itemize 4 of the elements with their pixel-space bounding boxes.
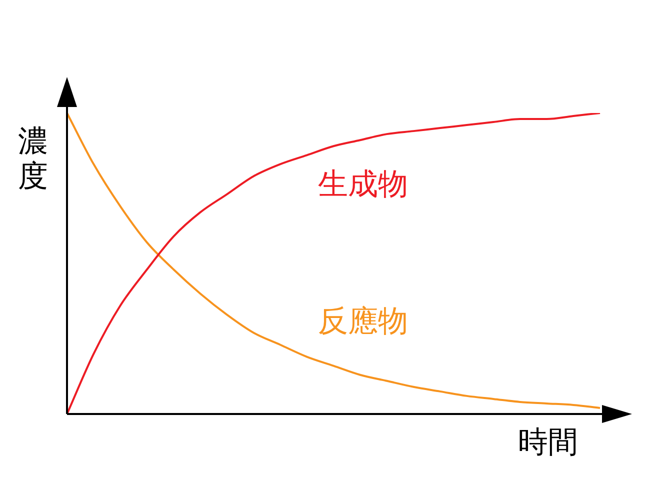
x-axis-title: 時間 (518, 425, 578, 460)
y-axis-title: 濃度 (17, 124, 49, 194)
series-label: 生成物 (318, 167, 408, 203)
series-label: 反應物 (318, 304, 408, 340)
